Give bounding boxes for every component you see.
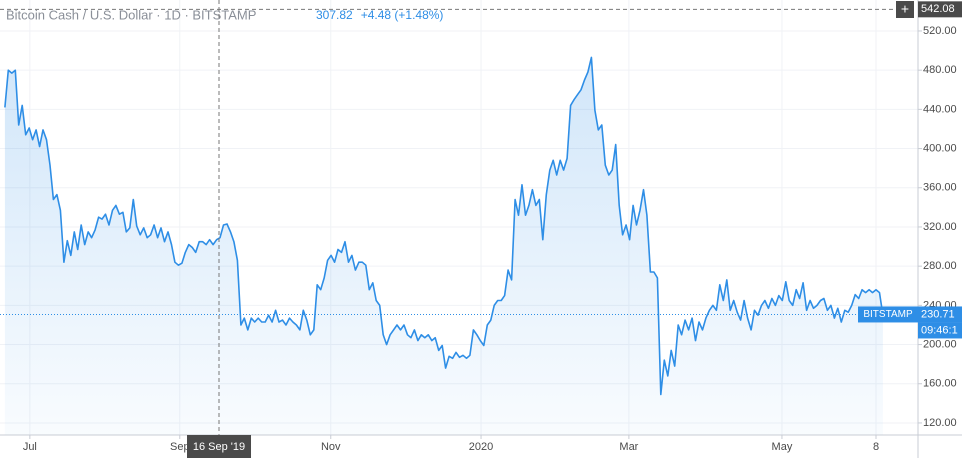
crosshair-price-box (918, 1, 962, 18)
last-price-label: 230.71 (921, 308, 955, 320)
crosshair-date-box (187, 435, 252, 458)
exchange-label: BITSTAMP (863, 309, 913, 320)
y-tick-label: 320.00 (923, 221, 957, 233)
y-tick-label: 520.00 (923, 25, 957, 37)
y-tick-label: 200.00 (923, 338, 957, 350)
x-tick-label: 2020 (469, 441, 493, 453)
last-price-box (918, 306, 962, 323)
crosshair-price-label: 542.08 (921, 3, 955, 15)
y-tick-label: 160.00 (923, 378, 957, 390)
area-fill (4, 57, 883, 436)
x-tick-label: Jul (23, 441, 37, 453)
x-tick-label: Nov (321, 441, 341, 453)
plot (0, 56, 918, 436)
y-tick-label: 440.00 (923, 103, 957, 115)
exchange-box (858, 306, 918, 323)
crosshair-date-label: 16 Sep '19 (193, 441, 245, 453)
countdown-box (918, 322, 962, 339)
y-tick-label: 120.00 (923, 417, 957, 429)
y-tick-label: 280.00 (923, 260, 957, 272)
add-button-icon[interactable]: + (901, 1, 909, 17)
x-tick-label: 8 (873, 441, 879, 453)
y-tick-label: 400.00 (923, 142, 957, 154)
chart-title: Bitcoin Cash / U.S. Dollar · 1D · BITSTA… (6, 7, 256, 22)
x-tick-label: May (772, 441, 793, 453)
legend-change: +4.48 (+1.48%) (361, 8, 444, 22)
price-line (4, 56, 884, 396)
countdown-label: 09:46:1 (921, 324, 958, 336)
y-tick-label: 360.00 (923, 182, 957, 194)
x-tick-label: Mar (619, 441, 638, 453)
add-button[interactable] (896, 1, 914, 18)
y-tick-label: 480.00 (923, 64, 957, 76)
x-tick-label: Sep (170, 441, 190, 453)
legend-price: 307.82 (316, 8, 353, 22)
